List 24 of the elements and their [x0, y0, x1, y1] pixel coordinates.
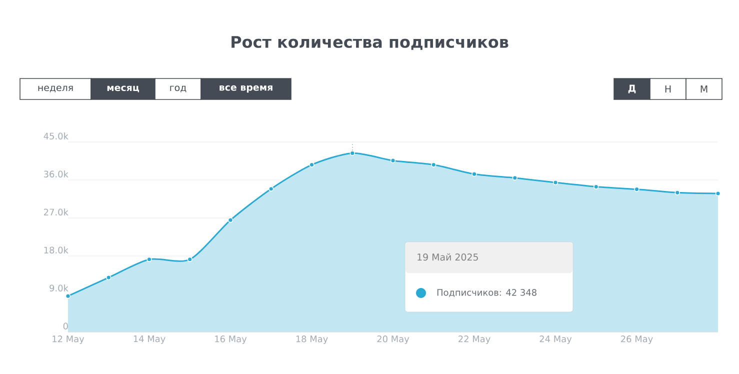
x-tick-label: 14 May: [134, 336, 166, 344]
text: Д: [628, 84, 636, 94]
y-tick-label: 18.0k: [44, 246, 68, 254]
y-tick-label: 9.0k: [50, 284, 68, 292]
y-tick-label: 0: [63, 322, 68, 330]
x-tick-label: 24 May: [540, 336, 572, 344]
text: месяц: [107, 86, 140, 92]
x-tick-label: 16 May: [215, 336, 247, 344]
text: год: [170, 86, 186, 92]
x-tick-label: 26 May: [621, 336, 653, 344]
text: М: [700, 86, 708, 92]
y-tick-label: 36.0k: [44, 170, 68, 178]
y-tick-label: 27.0k: [44, 208, 68, 216]
y-tick-label: 45.0k: [44, 132, 68, 140]
x-tick-label: 12 May: [52, 336, 84, 344]
text: неделя: [38, 86, 73, 92]
x-tick-label: 22 May: [458, 336, 490, 344]
text: все время: [220, 85, 272, 93]
annotation: Подписчиков: 42 348: [437, 289, 536, 297]
annotation: 19 Май 2025: [418, 253, 478, 261]
chart-title: Рост количества подписчиков: [232, 36, 508, 50]
text: Н: [665, 86, 671, 92]
x-tick-label: 20 May: [377, 336, 410, 344]
x-tick-label: 18 May: [296, 336, 328, 344]
